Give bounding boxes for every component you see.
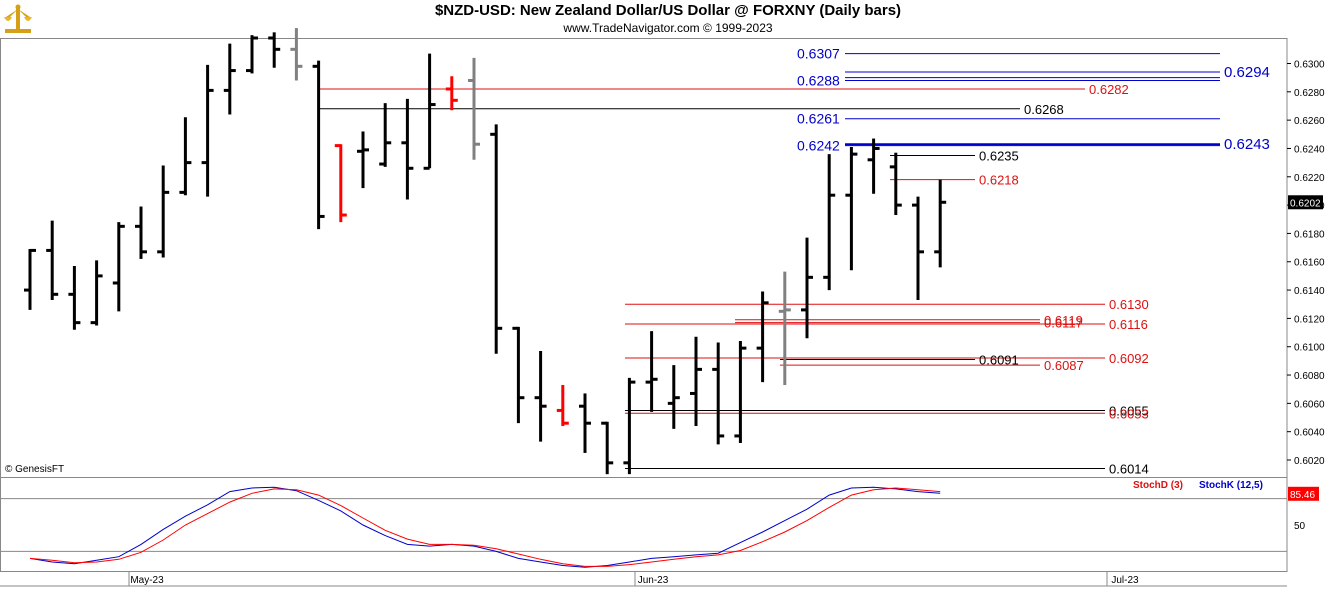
stoch-k-legend: StochK (12,5) <box>1199 480 1263 491</box>
level-label: 0.6218 <box>979 173 1019 188</box>
last-price-tag-bg <box>1288 195 1323 210</box>
level-label: 0.6087 <box>1044 358 1084 373</box>
chart-title: $NZD-USD: New Zealand Dollar/US Dollar @… <box>434 2 902 19</box>
price-tick-label: 0.6060 <box>1294 399 1325 410</box>
level-label: 0.6242 <box>797 138 840 154</box>
stochastic-panel: 50 StochD (3) StochK (12,5) 85.46 <box>0 480 1319 568</box>
level-label: 0.6053 <box>1109 406 1149 421</box>
stoch-d-legend: StochD (3) <box>1133 480 1183 491</box>
level-label: 0.6261 <box>797 111 840 127</box>
price-tick-label: 0.6020 <box>1294 456 1325 467</box>
level-label: 0.6117 <box>1044 316 1083 331</box>
price-tick-label: 0.6080 <box>1294 371 1325 382</box>
price-tick-label: 0.6280 <box>1294 88 1325 99</box>
stoch-k-line <box>29 486 941 568</box>
level-label: 0.6055 <box>1109 403 1149 418</box>
stoch-value-tag: 85.46 <box>1290 490 1315 501</box>
price-tick-label: 0.6260 <box>1294 116 1325 127</box>
level-label: 0.6288 <box>797 72 840 88</box>
stoch-d-line <box>29 487 941 567</box>
chart-header: $NZD-USD: New Zealand Dollar/US Dollar @… <box>0 0 1336 38</box>
level-label: 0.6243 <box>1224 136 1270 153</box>
stoch-panel-border <box>0 477 1288 572</box>
price-tick-label: 0.6180 <box>1294 229 1325 240</box>
level-label: 0.6091 <box>979 352 1019 367</box>
stoch-value-tag-bg <box>1288 486 1319 501</box>
ohlc-bars: 0.6202 <box>24 28 1323 475</box>
price-tick-label: 0.6300 <box>1294 59 1325 70</box>
price-tick-label: 0.6100 <box>1294 343 1325 354</box>
price-panel-border <box>0 38 1288 478</box>
trade-navigator-logo-icon <box>3 3 33 35</box>
level-label: 0.6092 <box>1109 351 1149 366</box>
price-axis: 0.6020 0.6040 0.6060 0.6080 0.6100 0.6120 0.61… <box>1287 59 1325 467</box>
copyright-label: © GenesisFT <box>5 464 64 475</box>
price-panel-frame <box>0 38 1288 587</box>
price-levels: 0.6307 0.6294 0.6288 0.6282 0.6268 0.6261 0.62… <box>318 46 1270 477</box>
time-tick-label: Jun-23 <box>638 575 669 586</box>
price-tick-label: 0.6220 <box>1294 173 1325 184</box>
price-tick-label: 0.6160 <box>1294 258 1325 269</box>
time-axis: May-23 Jun-23 Jul-23 <box>128 571 1139 586</box>
price-tick-label: 0.6040 <box>1294 428 1325 439</box>
level-label: 0.6014 <box>1109 462 1149 477</box>
time-tick-label: Jul-23 <box>1111 575 1139 586</box>
level-label: 0.6130 <box>1109 297 1149 312</box>
last-price-tag: 0.6202 <box>1290 198 1321 209</box>
level-label: 0.6116 <box>1109 317 1148 332</box>
stoch-tick-label: 50 <box>1294 521 1306 532</box>
price-tick-label: 0.6140 <box>1294 286 1325 297</box>
level-label: 0.6307 <box>797 46 840 62</box>
level-label: 0.6268 <box>1024 102 1064 117</box>
price-tick-label: 0.6240 <box>1294 144 1325 155</box>
level-label: 0.6235 <box>979 149 1019 164</box>
chart-subtitle: www.TradeNavigator.com © 1999-2023 <box>563 21 773 35</box>
price-tick-label: 0.6120 <box>1294 314 1325 325</box>
level-label: 0.6294 <box>1224 64 1270 81</box>
level-label: 0.6282 <box>1089 82 1129 97</box>
time-tick-label: May-23 <box>130 575 164 586</box>
